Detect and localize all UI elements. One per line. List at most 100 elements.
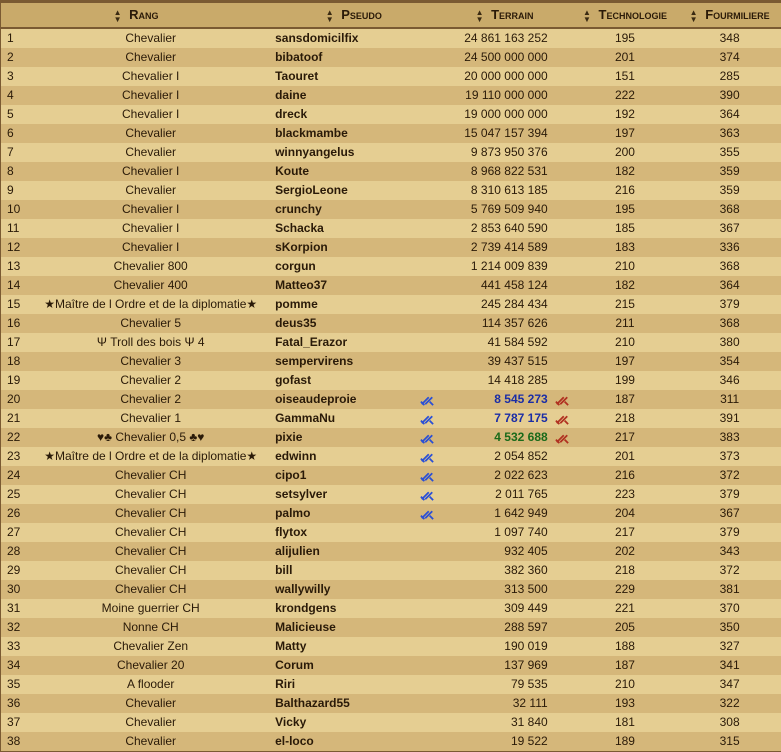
- table-row[interactable]: 1Chevaliersansdomicilfix24 861 163 25219…: [1, 28, 781, 48]
- header-fourmiliere[interactable]: ▲▼ Fourmiliere: [677, 2, 781, 28]
- table-row[interactable]: 10Chevalier Icrunchy5 769 509 940195368: [1, 200, 781, 219]
- cell-pseudo[interactable]: corgun: [271, 257, 418, 276]
- cell-pseudo[interactable]: winnyangelus: [271, 143, 418, 162]
- cell-pseudo[interactable]: Balthazard55: [271, 694, 418, 713]
- cell-pseudo[interactable]: wallywilly: [271, 580, 418, 599]
- table-row[interactable]: 18Chevalier 3sempervirens39 437 51519735…: [1, 352, 781, 371]
- table-row[interactable]: 25Chevalier CHsetsylver2 011 765223379: [1, 485, 781, 504]
- swords-blue-icon[interactable]: [420, 430, 434, 444]
- cell-attack-icon[interactable]: [418, 390, 437, 409]
- table-row[interactable]: 7Chevalierwinnyangelus9 873 950 37620035…: [1, 143, 781, 162]
- table-row[interactable]: 28Chevalier CHalijulien932 405202343: [1, 542, 781, 561]
- cell-defend-icon[interactable]: [552, 428, 573, 447]
- table-row[interactable]: 3Chevalier ITaouret20 000 000 000151285: [1, 67, 781, 86]
- cell-attack-icon[interactable]: [418, 466, 437, 485]
- cell-pseudo[interactable]: Koute: [271, 162, 418, 181]
- table-row[interactable]: 35A flooderRiri79 535210347: [1, 675, 781, 694]
- cell-pseudo[interactable]: sansdomicilfix: [271, 28, 418, 48]
- table-row[interactable]: 22♥♣ Chevalier 0,5 ♣♥pixie4 532 68821738…: [1, 428, 781, 447]
- cell-pseudo[interactable]: SergioLeone: [271, 181, 418, 200]
- cell-pseudo[interactable]: Taouret: [271, 67, 418, 86]
- header-technologie[interactable]: ▲▼ Technologie: [573, 2, 678, 28]
- cell-pseudo[interactable]: Riri: [271, 675, 418, 694]
- table-row[interactable]: 9ChevalierSergioLeone8 310 613 185216359: [1, 181, 781, 200]
- sort-icon[interactable]: ▲▼: [583, 9, 591, 23]
- cell-attack-icon[interactable]: [418, 485, 437, 504]
- table-row[interactable]: 17Ψ Troll des bois Ψ 4Fatal_Erazor41 584…: [1, 333, 781, 352]
- cell-pseudo[interactable]: sKorpion: [271, 238, 418, 257]
- cell-pseudo[interactable]: krondgens: [271, 599, 418, 618]
- table-row[interactable]: 2Chevalierbibatoof24 500 000 000201374: [1, 48, 781, 67]
- header-rang[interactable]: ▲▼ Rang: [1, 2, 271, 28]
- cell-pseudo[interactable]: el-loco: [271, 732, 418, 751]
- table-row[interactable]: 4Chevalier Idaine19 110 000 000222390: [1, 86, 781, 105]
- table-row[interactable]: 11Chevalier ISchacka2 853 640 590185367: [1, 219, 781, 238]
- cell-pseudo[interactable]: palmo: [271, 504, 418, 523]
- header-terrain[interactable]: ▲▼ Terrain: [437, 2, 573, 28]
- cell-pseudo[interactable]: sempervirens: [271, 352, 418, 371]
- cell-pseudo[interactable]: Corum: [271, 656, 418, 675]
- table-row[interactable]: 8Chevalier IKoute8 968 822 531182359: [1, 162, 781, 181]
- swords-blue-icon[interactable]: [420, 411, 434, 425]
- table-row[interactable]: 37ChevalierVicky31 840181308: [1, 713, 781, 732]
- cell-pseudo[interactable]: gofast: [271, 371, 418, 390]
- table-row[interactable]: 19Chevalier 2gofast14 418 285199346: [1, 371, 781, 390]
- sort-icon[interactable]: ▲▼: [476, 9, 484, 23]
- sort-icon[interactable]: ▲▼: [326, 9, 334, 23]
- table-row[interactable]: 31Moine guerrier CHkrondgens309 44922137…: [1, 599, 781, 618]
- cell-pseudo[interactable]: Malicieuse: [271, 618, 418, 637]
- cell-pseudo[interactable]: Fatal_Erazor: [271, 333, 418, 352]
- cell-pseudo[interactable]: cipo1: [271, 466, 418, 485]
- cell-defend-icon[interactable]: [552, 409, 573, 428]
- cell-pseudo[interactable]: pixie: [271, 428, 418, 447]
- cell-pseudo[interactable]: daine: [271, 86, 418, 105]
- cell-pseudo[interactable]: bibatoof: [271, 48, 418, 67]
- sort-icon[interactable]: ▲▼: [114, 9, 122, 23]
- table-row[interactable]: 16Chevalier 5deus35114 357 626211368: [1, 314, 781, 333]
- table-row[interactable]: 13Chevalier 800corgun1 214 009 839210368: [1, 257, 781, 276]
- cell-pseudo[interactable]: alijulien: [271, 542, 418, 561]
- table-row[interactable]: 32Nonne CHMalicieuse288 597205350: [1, 618, 781, 637]
- table-row[interactable]: 23★Maître de l Ordre et de la diplomatie…: [1, 447, 781, 466]
- table-row[interactable]: 38Chevalierel-loco19 522189315: [1, 732, 781, 751]
- cell-pseudo[interactable]: blackmambe: [271, 124, 418, 143]
- table-row[interactable]: 15★Maître de l Ordre et de la diplomatie…: [1, 295, 781, 314]
- cell-pseudo[interactable]: Schacka: [271, 219, 418, 238]
- cell-attack-icon[interactable]: [418, 447, 437, 466]
- cell-pseudo[interactable]: Vicky: [271, 713, 418, 732]
- swords-blue-icon[interactable]: [420, 392, 434, 406]
- cell-attack-icon[interactable]: [418, 504, 437, 523]
- header-pseudo[interactable]: ▲▼ Pseudo: [271, 2, 436, 28]
- cell-attack-icon[interactable]: [418, 409, 437, 428]
- swords-blue-icon[interactable]: [420, 468, 434, 482]
- table-row[interactable]: 5Chevalier Idreck19 000 000 000192364: [1, 105, 781, 124]
- table-row[interactable]: 26Chevalier CHpalmo1 642 949204367: [1, 504, 781, 523]
- cell-defend-icon[interactable]: [552, 390, 573, 409]
- table-row[interactable]: 6Chevalierblackmambe15 047 157 394197363: [1, 124, 781, 143]
- swords-red-icon[interactable]: [555, 430, 569, 444]
- table-row[interactable]: 12Chevalier IsKorpion2 739 414 589183336: [1, 238, 781, 257]
- cell-pseudo[interactable]: flytox: [271, 523, 418, 542]
- swords-blue-icon[interactable]: [420, 449, 434, 463]
- swords-blue-icon[interactable]: [420, 506, 434, 520]
- table-row[interactable]: 20Chevalier 2oiseaudeproie8 545 27318731…: [1, 390, 781, 409]
- swords-red-icon[interactable]: [555, 392, 569, 406]
- table-row[interactable]: 29Chevalier CHbill382 360218372: [1, 561, 781, 580]
- cell-attack-icon[interactable]: [418, 428, 437, 447]
- cell-pseudo[interactable]: dreck: [271, 105, 418, 124]
- cell-pseudo[interactable]: pomme: [271, 295, 418, 314]
- table-row[interactable]: 27Chevalier CHflytox1 097 740217379: [1, 523, 781, 542]
- table-row[interactable]: 30Chevalier CHwallywilly313 500229381: [1, 580, 781, 599]
- cell-pseudo[interactable]: Matty: [271, 637, 418, 656]
- cell-pseudo[interactable]: oiseaudeproie: [271, 390, 418, 409]
- cell-pseudo[interactable]: setsylver: [271, 485, 418, 504]
- cell-pseudo[interactable]: crunchy: [271, 200, 418, 219]
- table-row[interactable]: 33Chevalier ZenMatty190 019188327: [1, 637, 781, 656]
- table-row[interactable]: 36ChevalierBalthazard5532 111193322: [1, 694, 781, 713]
- swords-red-icon[interactable]: [555, 411, 569, 425]
- sort-icon[interactable]: ▲▼: [690, 9, 698, 23]
- cell-pseudo[interactable]: edwinn: [271, 447, 418, 466]
- cell-pseudo[interactable]: bill: [271, 561, 418, 580]
- swords-blue-icon[interactable]: [420, 487, 434, 501]
- cell-pseudo[interactable]: GammaNu: [271, 409, 418, 428]
